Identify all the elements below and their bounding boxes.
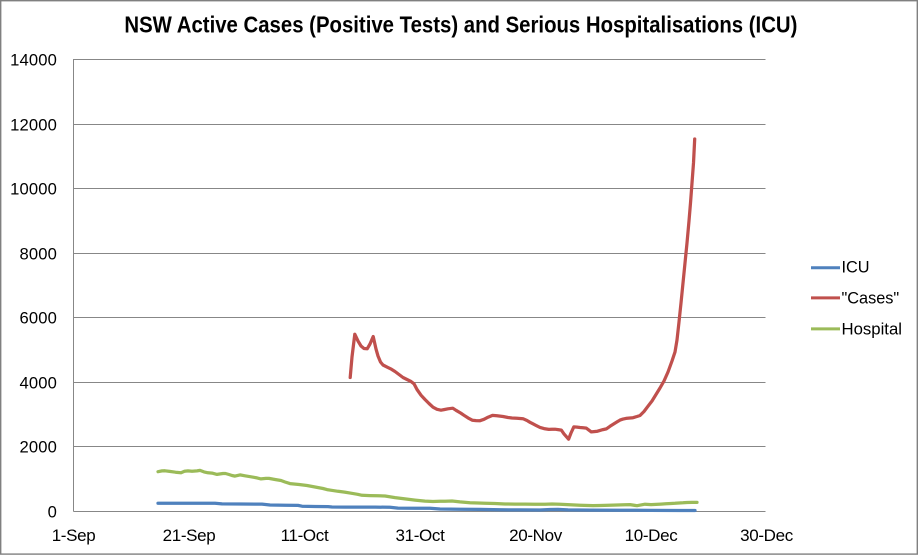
svg-text:30-Dec: 30-Dec [740,526,794,545]
svg-text:31-Oct: 31-Oct [396,526,446,545]
svg-text:NSW Active Cases (Positive Tes: NSW Active Cases (Positive Tests) and Se… [124,12,797,38]
svg-text:10000: 10000 [10,179,57,198]
svg-text:12000: 12000 [10,115,57,134]
svg-text:ICU: ICU [842,259,870,277]
svg-text:0: 0 [48,502,57,521]
svg-text:1-Sep: 1-Sep [52,526,96,545]
svg-text:2000: 2000 [19,437,57,456]
svg-text:11-Oct: 11-Oct [281,526,329,545]
svg-text:Hospital: Hospital [842,321,903,339]
svg-text:6000: 6000 [19,308,57,327]
svg-text:20-Nov: 20-Nov [509,526,563,545]
svg-text:10-Dec: 10-Dec [625,526,679,545]
svg-text:4000: 4000 [19,373,57,392]
svg-text:8000: 8000 [19,244,57,263]
svg-text:14000: 14000 [10,50,57,69]
svg-text:21-Sep: 21-Sep [163,526,216,545]
svg-text:"Cases": "Cases" [842,290,900,308]
